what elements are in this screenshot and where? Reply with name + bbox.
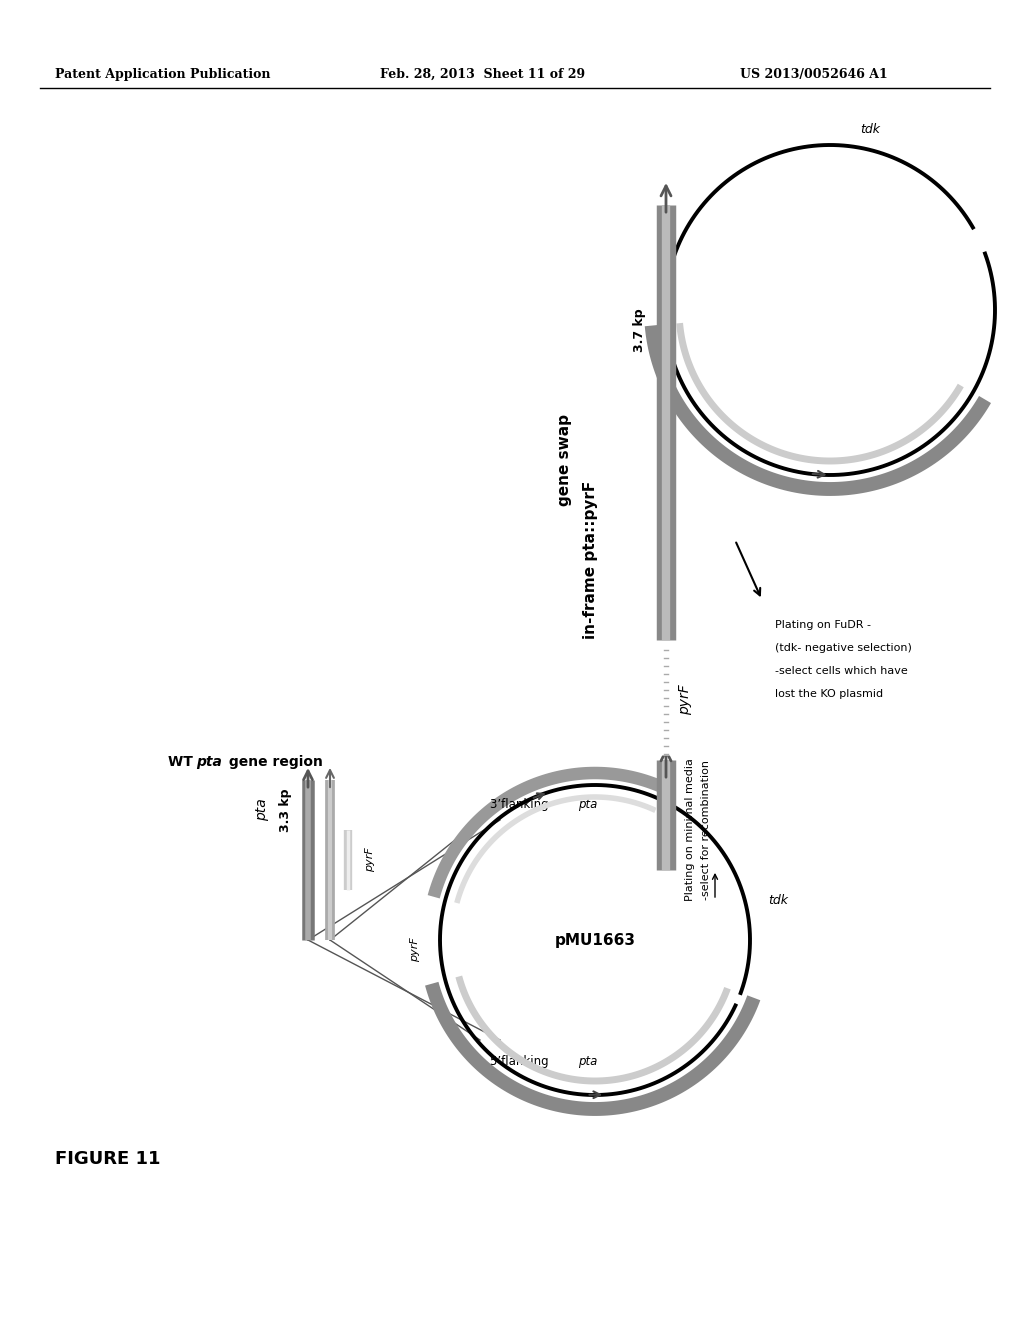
Text: tdk: tdk [860, 123, 880, 136]
Text: Patent Application Publication: Patent Application Publication [55, 69, 270, 81]
Text: Plating on FuDR -: Plating on FuDR - [775, 620, 871, 630]
Text: -select cells which have: -select cells which have [775, 667, 907, 676]
Text: 5’flanking: 5’flanking [490, 1055, 552, 1068]
Text: pyrF: pyrF [365, 847, 375, 873]
Text: pta: pta [196, 755, 222, 770]
Text: pyrF: pyrF [678, 685, 692, 715]
Text: pta: pta [578, 799, 597, 810]
Text: FIGURE 11: FIGURE 11 [55, 1150, 161, 1168]
Text: Plating on minimal media: Plating on minimal media [685, 759, 695, 902]
Text: lost the KO plasmid: lost the KO plasmid [775, 689, 883, 700]
Text: in-frame pta::pyrF: in-frame pta::pyrF [583, 480, 597, 639]
Text: tdk: tdk [768, 894, 788, 907]
Text: 3.7 kp: 3.7 kp [634, 308, 646, 352]
Text: Feb. 28, 2013  Sheet 11 of 29: Feb. 28, 2013 Sheet 11 of 29 [380, 69, 585, 81]
Text: pMU1663: pMU1663 [555, 932, 636, 948]
Text: gene swap: gene swap [557, 414, 572, 506]
Text: US 2013/0052646 A1: US 2013/0052646 A1 [740, 69, 888, 81]
Text: pyrF: pyrF [410, 937, 420, 962]
Text: pta: pta [255, 799, 269, 821]
Text: gene region: gene region [224, 755, 323, 770]
Text: 3.3 kp: 3.3 kp [279, 788, 292, 832]
Text: -select for recombination: -select for recombination [701, 760, 711, 900]
Text: WT: WT [168, 755, 198, 770]
Text: 3’flanking: 3’flanking [490, 799, 552, 810]
Text: pta: pta [578, 1055, 597, 1068]
Text: (tdk- negative selection): (tdk- negative selection) [775, 643, 912, 653]
